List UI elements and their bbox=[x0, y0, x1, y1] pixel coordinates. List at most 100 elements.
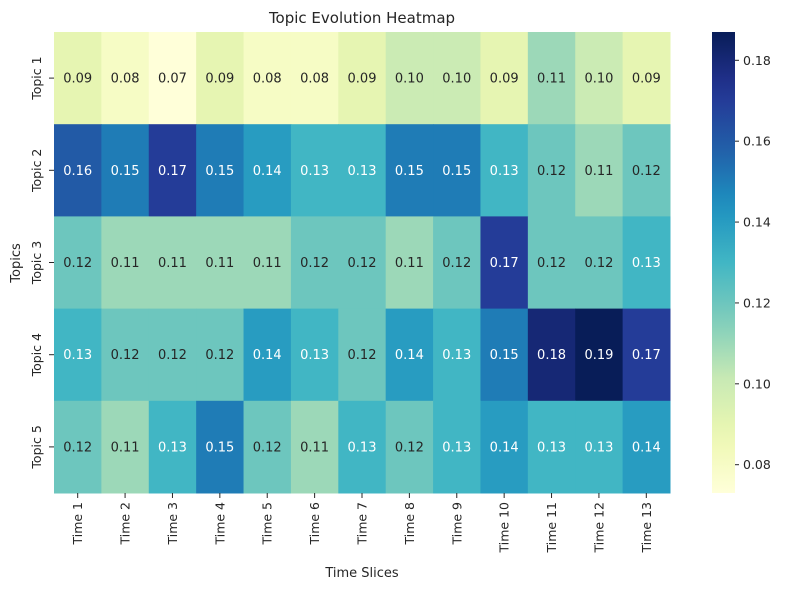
heatmap-cell bbox=[101, 124, 150, 217]
cell-value-label: 0.14 bbox=[395, 348, 424, 363]
heatmap-cell bbox=[338, 400, 387, 494]
heatmap-cell bbox=[527, 32, 576, 125]
cell-value-label: 0.10 bbox=[442, 72, 471, 87]
cell-value-label: 0.12 bbox=[537, 164, 566, 179]
heatmap-cell bbox=[622, 400, 671, 494]
heatmap-cell bbox=[243, 216, 292, 310]
heatmap-cell bbox=[575, 400, 624, 494]
heatmap-cell bbox=[385, 124, 434, 217]
x-tick-label: Time 1 bbox=[70, 502, 85, 546]
colorbar-tick-label: 0.10 bbox=[743, 376, 771, 391]
heatmap-cell bbox=[196, 216, 245, 310]
heatmap-cell bbox=[54, 216, 102, 310]
x-tick-label: Time 3 bbox=[165, 502, 180, 546]
cell-value-label: 0.12 bbox=[63, 440, 92, 455]
heatmap-cell bbox=[148, 32, 197, 125]
y-tick-label: Topic 2 bbox=[29, 149, 44, 193]
colorbar-tick-label: 0.08 bbox=[743, 457, 771, 472]
cell-value-label: 0.12 bbox=[300, 256, 329, 271]
cell-value-label: 0.13 bbox=[348, 440, 377, 455]
heatmap-cell bbox=[243, 124, 292, 217]
x-tick-label: Time 10 bbox=[497, 502, 512, 554]
cell-value-label: 0.11 bbox=[395, 256, 424, 271]
heatmap-cell bbox=[622, 308, 671, 402]
cell-value-label: 0.11 bbox=[537, 72, 566, 87]
heatmap-cell bbox=[480, 216, 529, 310]
heatmap-cell bbox=[385, 400, 434, 494]
colorbar-tick-label: 0.18 bbox=[743, 53, 771, 68]
x-tick-label: Time 11 bbox=[544, 502, 559, 553]
heatmap-cell bbox=[290, 216, 339, 310]
x-tick-label: Time 13 bbox=[639, 502, 654, 553]
cell-value-label: 0.15 bbox=[205, 440, 234, 455]
cell-value-label: 0.16 bbox=[63, 164, 92, 179]
colorbar-tick-label: 0.12 bbox=[743, 295, 771, 310]
heatmap-cell bbox=[527, 308, 576, 402]
heatmap-cell bbox=[101, 400, 150, 494]
cell-value-label: 0.12 bbox=[442, 256, 471, 271]
cell-value-label: 0.17 bbox=[632, 348, 661, 363]
heatmap-cell bbox=[290, 32, 339, 125]
cell-value-label: 0.09 bbox=[632, 72, 661, 87]
heatmap-cell bbox=[622, 32, 671, 125]
y-tick-label: Topic 1 bbox=[29, 56, 44, 100]
x-tick-label: Time 6 bbox=[307, 502, 322, 546]
cell-value-label: 0.15 bbox=[205, 164, 234, 179]
cell-value-label: 0.19 bbox=[584, 348, 613, 363]
heatmap-cell bbox=[385, 32, 434, 125]
axis-ticks: Time 1 Time 2 Time 3 Time 4 Time 5 Time 6 Time… bbox=[29, 56, 654, 553]
heatmap-cell bbox=[480, 400, 529, 494]
cell-value-label: 0.12 bbox=[253, 440, 282, 455]
cell-value-label: 0.15 bbox=[442, 164, 471, 179]
heatmap-cell bbox=[575, 308, 624, 402]
heatmap-cell bbox=[622, 124, 671, 217]
cell-value-label: 0.13 bbox=[632, 256, 661, 271]
cell-value-label: 0.17 bbox=[490, 256, 519, 271]
heatmap-cell bbox=[196, 124, 245, 217]
cell-value-label: 0.11 bbox=[111, 440, 140, 455]
x-tick-label: Time 4 bbox=[212, 502, 227, 546]
cell-value-label: 0.13 bbox=[584, 440, 613, 455]
heatmap-cell bbox=[54, 124, 102, 217]
cell-value-label: 0.11 bbox=[300, 440, 329, 455]
cell-value-label: 0.08 bbox=[300, 72, 329, 87]
y-tick-label: Topic 3 bbox=[29, 241, 44, 285]
cell-value-label: 0.12 bbox=[158, 348, 187, 363]
cell-value-label: 0.10 bbox=[395, 72, 424, 87]
cell-value-label: 0.13 bbox=[442, 348, 471, 363]
heatmap-cell bbox=[338, 308, 387, 402]
cell-value-label: 0.17 bbox=[158, 164, 187, 179]
cell-value-label: 0.12 bbox=[111, 348, 140, 363]
cell-value-label: 0.12 bbox=[63, 256, 92, 271]
cell-value-label: 0.08 bbox=[253, 72, 282, 87]
cell-value-label: 0.12 bbox=[632, 164, 661, 179]
cell-value-label: 0.12 bbox=[348, 256, 377, 271]
cell-value-label: 0.14 bbox=[253, 348, 282, 363]
heatmap-cell bbox=[575, 124, 624, 217]
x-tick-label: Time 2 bbox=[118, 502, 133, 546]
heatmap-cell bbox=[196, 308, 245, 402]
heatmap-cell bbox=[480, 32, 529, 125]
cell-value-label: 0.12 bbox=[348, 348, 377, 363]
cell-value-label: 0.13 bbox=[300, 348, 329, 363]
heatmap-cell bbox=[433, 124, 481, 217]
heatmap-cell bbox=[480, 308, 529, 402]
heatmap-cell bbox=[54, 32, 102, 125]
cell-value-label: 0.09 bbox=[348, 72, 377, 87]
cell-value-label: 0.09 bbox=[205, 72, 234, 87]
heatmap-cell bbox=[148, 400, 197, 494]
cell-value-label: 0.12 bbox=[205, 348, 234, 363]
heatmap-cell bbox=[622, 216, 671, 310]
x-tick-label: Time 5 bbox=[260, 502, 275, 546]
heatmap-cell bbox=[290, 400, 339, 494]
colorbar-gradient bbox=[712, 32, 735, 493]
heatmap-cells: 0.09 0.08 0.07 0.09 0.08 0.08 0.09 0.10 0.10 0.09… bbox=[54, 32, 671, 494]
y-axis-label: Topics bbox=[9, 243, 24, 284]
colorbar-tick-label: 0.16 bbox=[743, 134, 771, 149]
heatmap-cell bbox=[54, 400, 102, 494]
heatmap-cell bbox=[575, 216, 624, 310]
heatmap-cell bbox=[148, 124, 197, 217]
heatmap-cell bbox=[101, 216, 150, 310]
x-tick-label: Time 9 bbox=[449, 502, 464, 546]
